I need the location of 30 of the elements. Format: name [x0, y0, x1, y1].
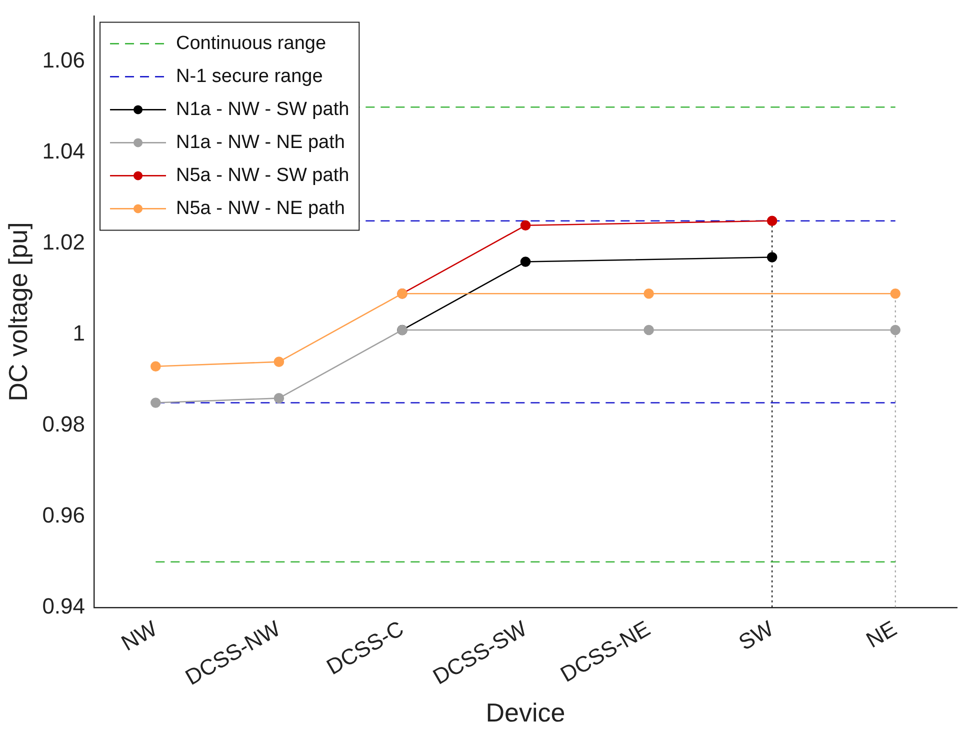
point [520, 220, 531, 231]
legend-label: Continuous range [176, 32, 326, 54]
point [644, 324, 654, 336]
legend-label: N1a - NW - NE path [176, 132, 345, 153]
point [274, 356, 284, 367]
y-tick-label: 0.98 [42, 412, 86, 437]
y-axis-title: DC voltage [pu] [2, 222, 33, 402]
point [890, 324, 901, 336]
point [150, 361, 161, 372]
legend-label: N1a - NW - SW path [176, 98, 350, 120]
point [890, 288, 901, 299]
point [766, 216, 778, 226]
y-tick-label: 1.02 [42, 230, 86, 255]
point [766, 252, 778, 262]
legend-label: N-1 secure range [176, 66, 323, 87]
y-tick-label: 0.94 [42, 593, 86, 618]
y-tick-label: 1.06 [42, 48, 86, 73]
legend-label: N5a - NW - NE path [176, 198, 345, 219]
point [274, 393, 284, 404]
y-tick-label: 0.96 [42, 502, 86, 528]
point [520, 256, 531, 267]
point [644, 288, 654, 299]
y-tick-label: 1.04 [42, 138, 86, 164]
x-tick-label: NE [862, 616, 901, 653]
y-tick-label: 1 [72, 320, 86, 346]
x-tick-label: NW [116, 616, 162, 656]
x-axis-title: Device [486, 698, 566, 728]
legend-label: N5a - NW - SW path [176, 164, 350, 186]
point [150, 398, 161, 408]
x-tick-label: SW [734, 616, 778, 656]
